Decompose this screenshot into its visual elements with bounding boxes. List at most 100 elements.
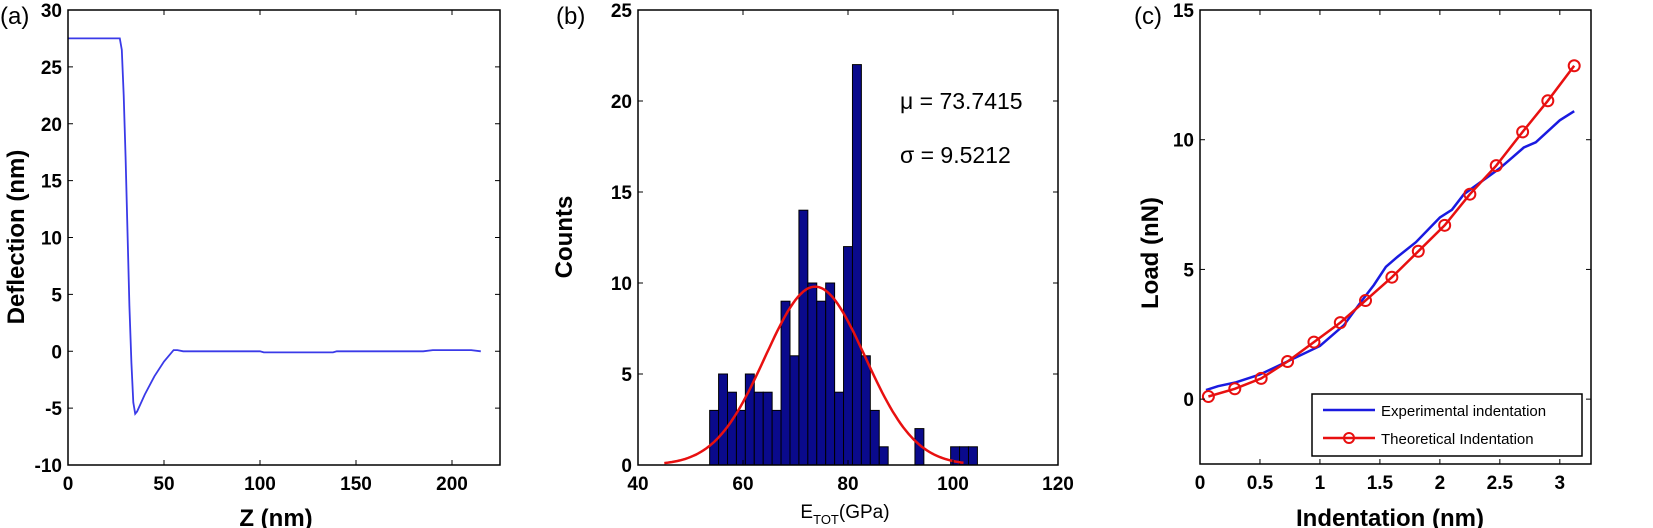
legend-box: [1311, 393, 1583, 457]
y-tick-label: 5: [1183, 260, 1194, 281]
legend-label-theoretical: Theoretical Indentation: [1381, 431, 1534, 448]
mean-annotation: μ = 73.7415: [900, 88, 1023, 114]
histogram-bar: [771, 409, 782, 466]
x-tick-label: 50: [153, 474, 174, 495]
x-axis-label-c: Indentation (nm): [1296, 505, 1484, 528]
histogram-bar: [789, 355, 800, 466]
data-point: [1281, 355, 1295, 369]
y-tick-label: 20: [41, 115, 62, 136]
y-tick-label: 10: [1173, 131, 1194, 152]
y-tick-label: 0: [51, 342, 62, 363]
histogram-bar: [762, 391, 773, 466]
legend-label-experimental: Experimental indentation: [1381, 403, 1546, 420]
y-tick-label: 25: [41, 58, 63, 79]
histogram-bar: [825, 282, 836, 466]
x-tick-label: 40: [627, 474, 648, 495]
x-tick-label: 80: [837, 474, 858, 495]
data-point: [1385, 270, 1399, 284]
x-tick-label: 2.5: [1487, 473, 1514, 494]
normal-fit-curve: [664, 285, 964, 465]
x-tick-label: 150: [340, 474, 372, 495]
y-tick-label: 15: [611, 183, 633, 204]
histogram-bar: [869, 409, 880, 466]
series-line: [1205, 110, 1575, 392]
y-tick-label: 5: [51, 285, 62, 306]
histogram-bar: [753, 391, 764, 466]
x-tick-label: 3: [1555, 473, 1566, 494]
y-axis-label-a: Deflection (nm): [3, 150, 30, 325]
data-point: [1411, 244, 1425, 258]
histogram-bar: [843, 246, 853, 466]
histogram-bar: [807, 282, 818, 466]
y-tick-label: -5: [45, 399, 62, 420]
histogram-bar: [735, 409, 746, 466]
legend: Experimental indentation Theoretical Ind…: [1311, 393, 1583, 457]
panel-b: 40 60 80 100 120 0 5 10 15 20 25 (b) ETOT(GPa) Cou…: [551, 1, 1074, 527]
x-tick-label: 100: [244, 474, 276, 495]
data-point: [1567, 59, 1581, 73]
x-tick-label: 200: [436, 474, 468, 495]
data-point: [1254, 371, 1268, 385]
x-axis-label-a: Z (nm): [239, 505, 312, 528]
y-tick-label: 10: [611, 274, 632, 295]
histogram-bar: [967, 446, 978, 466]
x-tick-label: 1: [1315, 473, 1326, 494]
x-axis-label-unit: (GPa): [839, 502, 890, 523]
y-tick-label: 25: [611, 1, 633, 22]
panel-label-b: (b): [556, 3, 585, 30]
plot-layer: 40 60 80 100 120 0 5 10 15 20 25: [611, 1, 1074, 495]
y-axis-label-b: Counts: [551, 196, 578, 279]
x-tick-label: 0.5: [1247, 473, 1274, 494]
y-axis-label-c: Load (nN): [1137, 197, 1164, 309]
y-tick-label: 20: [611, 92, 632, 113]
x-tick-label: 60: [732, 474, 753, 495]
y-tick-label: -10: [35, 456, 62, 477]
data-point: [1307, 335, 1321, 349]
y-tick-label: 15: [41, 172, 63, 193]
data-point: [1359, 294, 1373, 308]
panel-c: 0 0.5 1 1.5 2 2.5 3 0 5 10 15 (c) Indentation (nm)…: [1134, 1, 1592, 528]
panel-label-c: (c): [1134, 3, 1162, 30]
histogram-bar: [718, 373, 729, 466]
y-tick-label: 5: [621, 365, 632, 386]
series-line: [1208, 65, 1576, 398]
data-point: [1463, 187, 1477, 201]
data-point: [1438, 218, 1452, 232]
histogram-bar: [860, 355, 871, 466]
histogram-bar: [816, 300, 827, 466]
x-axis-label-b: ETOT(GPa): [800, 502, 889, 527]
data-point: [1489, 159, 1503, 173]
x-tick-label: 120: [1042, 474, 1074, 495]
x-axis-label-main: E: [800, 502, 813, 523]
axes-frame: [1199, 9, 1592, 465]
x-tick-label: 1.5: [1367, 473, 1394, 494]
data-point: [1201, 390, 1215, 404]
histogram-bar: [834, 391, 845, 466]
histogram-bar: [727, 391, 737, 466]
data-point: [1541, 94, 1555, 108]
y-tick-label: 10: [41, 229, 62, 250]
y-tick-label: 0: [621, 456, 632, 477]
x-tick-label: 0: [63, 474, 74, 495]
plot-layer: 0 50 100 150 200 -10 -5 0 5 10 15 20 25 30: [35, 1, 501, 495]
x-tick-label: 2: [1435, 473, 1446, 494]
x-tick-label: 100: [937, 474, 969, 495]
y-tick-label: 0: [1183, 390, 1194, 411]
std-annotation: σ = 9.5212: [900, 142, 1011, 168]
panel-label-a: (a): [0, 3, 29, 30]
histogram-bar: [798, 209, 809, 466]
histogram-bar: [878, 446, 889, 466]
data-point: [1333, 316, 1347, 330]
histogram-bar: [851, 64, 862, 466]
y-tick-label: 15: [1173, 1, 1195, 22]
legend-marker-theoretical: [1343, 432, 1355, 444]
data-point: [1228, 382, 1242, 396]
plot-layer: 0 0.5 1 1.5 2 2.5 3 0 5 10 15: [1173, 1, 1592, 494]
y-tick-label: 30: [41, 1, 62, 22]
x-axis-label-sub: TOT: [813, 512, 839, 527]
series-line: [68, 37, 481, 416]
panel-a: 0 50 100 150 200 -10 -5 0 5 10 15 20 25 30 (a) Z (nm)…: [0, 1, 501, 528]
histogram-bar: [780, 300, 791, 466]
